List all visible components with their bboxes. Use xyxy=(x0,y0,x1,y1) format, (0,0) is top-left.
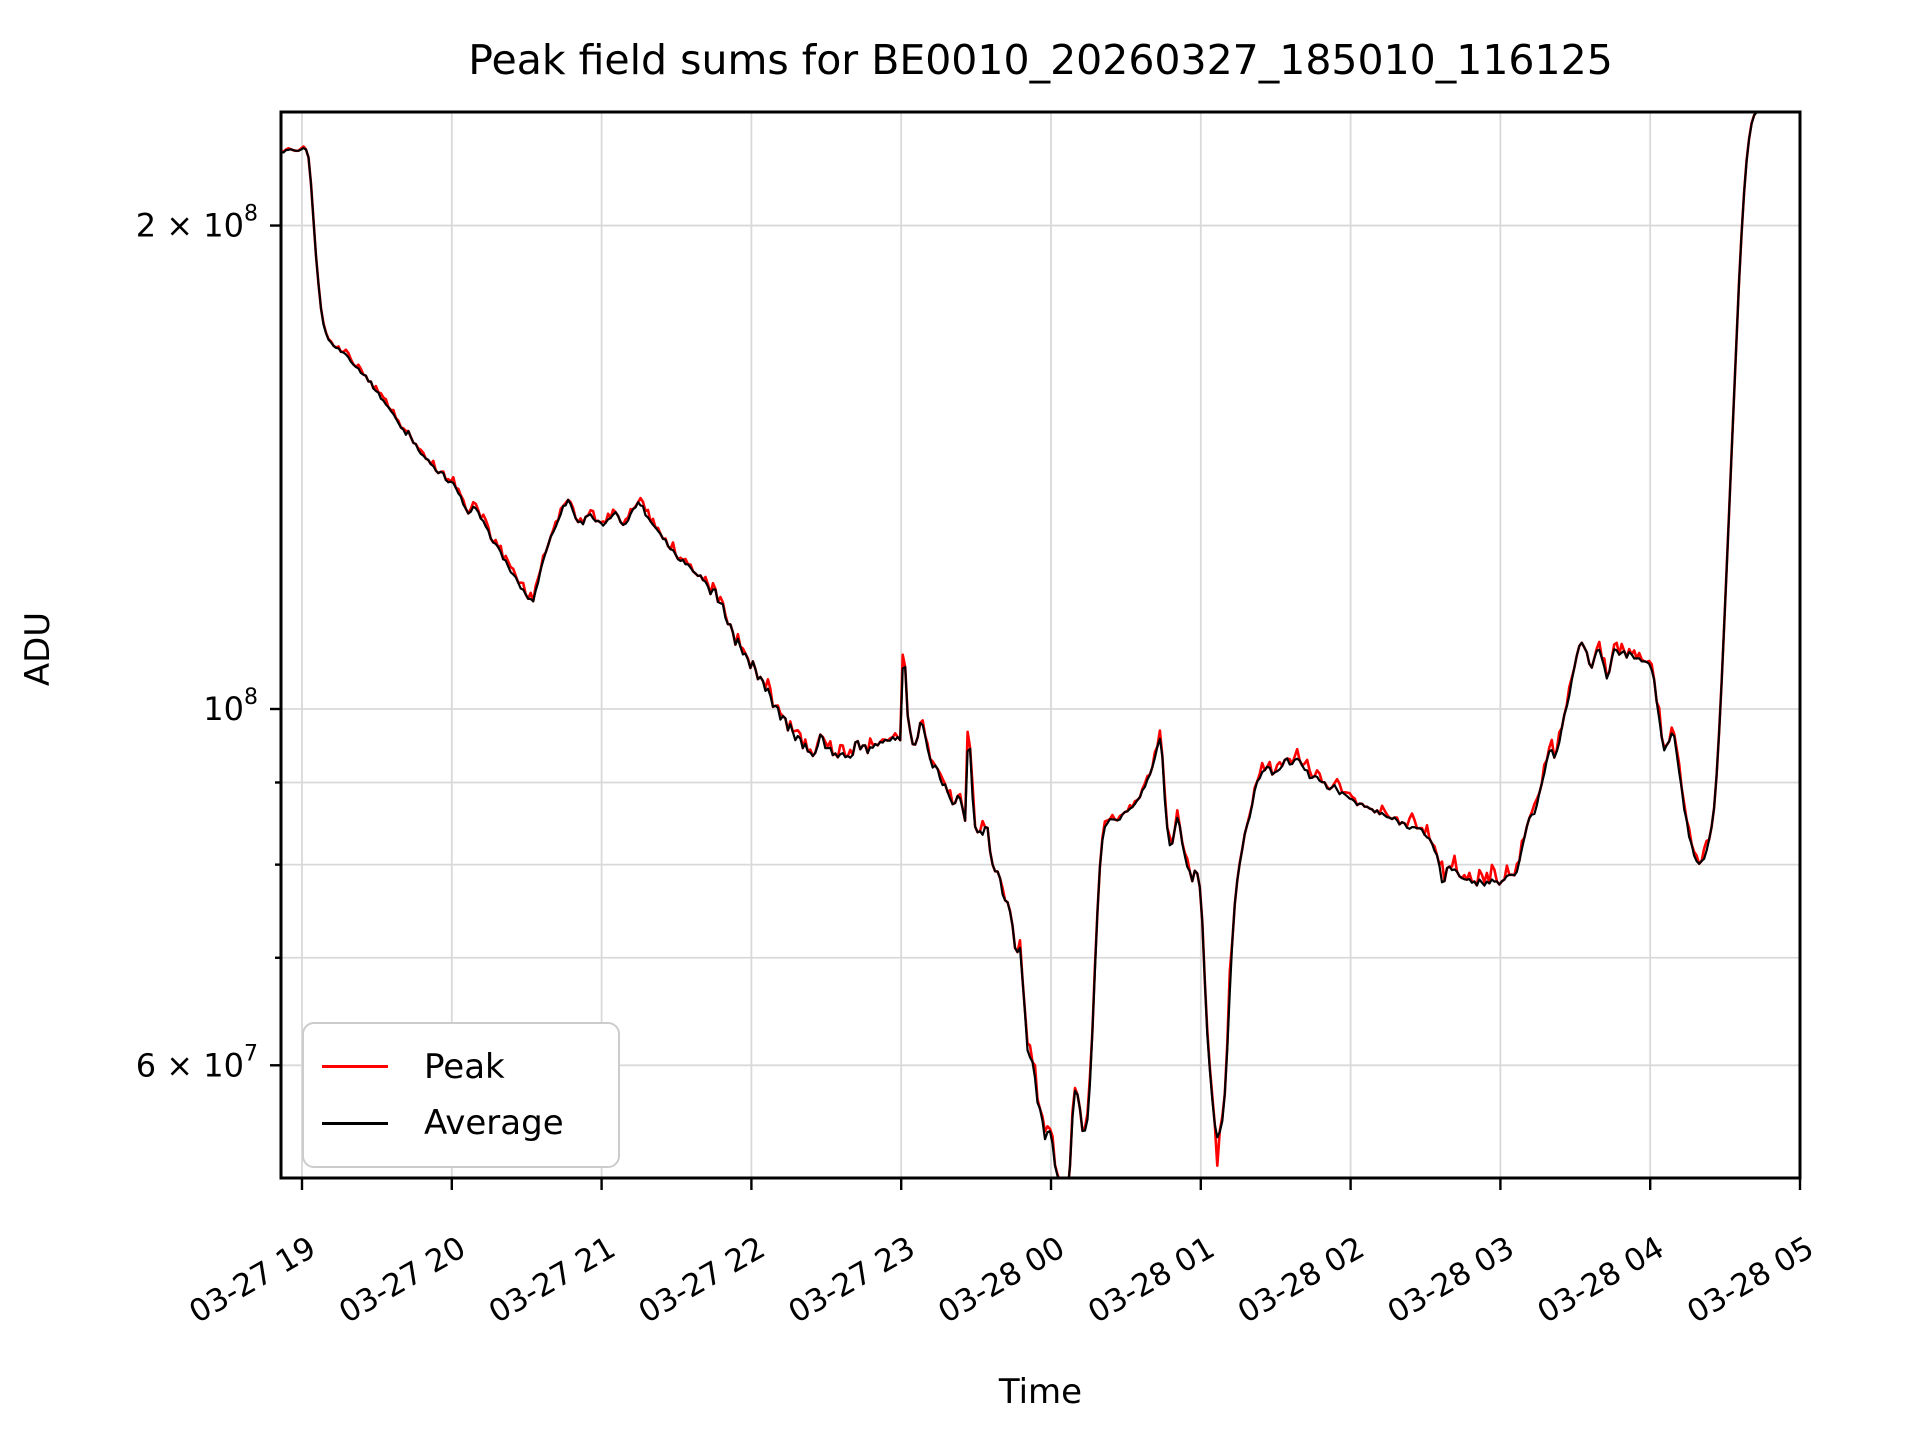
x-tick-label: 03-27 23 xyxy=(782,1230,921,1331)
legend-item-average: Average xyxy=(304,1103,618,1143)
x-tick-label: 03-28 05 xyxy=(1681,1230,1820,1331)
legend-label-average: Average xyxy=(424,1103,564,1144)
x-tick-label: 03-28 01 xyxy=(1082,1230,1221,1331)
y-tick-label: 108 xyxy=(203,685,258,728)
y-axis-label: ADU xyxy=(18,611,58,687)
legend-item-peak: Peak xyxy=(304,1047,618,1087)
x-axis-label: Time xyxy=(998,1372,1083,1412)
peak-line-sample-icon xyxy=(322,1065,388,1069)
average-series-line xyxy=(281,112,1759,1178)
x-tick-label: 03-28 02 xyxy=(1232,1230,1371,1331)
plot-area xyxy=(281,112,1800,1178)
average-line-sample-icon xyxy=(322,1121,388,1125)
y-tick-labels: 2 × 108 108 6 × 107 xyxy=(136,202,258,1085)
series-group xyxy=(281,112,1759,1178)
y-tick-label: 2 × 108 xyxy=(136,202,258,245)
legend-label-peak: Peak xyxy=(424,1046,505,1087)
axis-ticks xyxy=(270,224,1802,1190)
x-tick-label: 03-27 22 xyxy=(633,1230,772,1331)
x-tick-label: 03-28 04 xyxy=(1531,1230,1670,1331)
x-tick-label: 03-27 20 xyxy=(333,1230,472,1331)
chart-title: Peak field sums for BE0010_20260327_1850… xyxy=(468,36,1613,84)
x-tick-label: 03-27 21 xyxy=(483,1230,622,1331)
y-tick-label: 6 × 107 xyxy=(136,1041,258,1084)
legend: Peak Average xyxy=(302,1022,620,1168)
x-tick-labels: 03-27 19 03-27 20 03-27 21 03-27 22 03-27 23… xyxy=(183,1230,1820,1331)
x-tick-label: 03-28 00 xyxy=(932,1230,1071,1331)
x-tick-label: 03-27 19 xyxy=(183,1230,322,1331)
axes-spines xyxy=(279,110,1802,1180)
x-tick-label: 03-28 03 xyxy=(1382,1230,1521,1331)
